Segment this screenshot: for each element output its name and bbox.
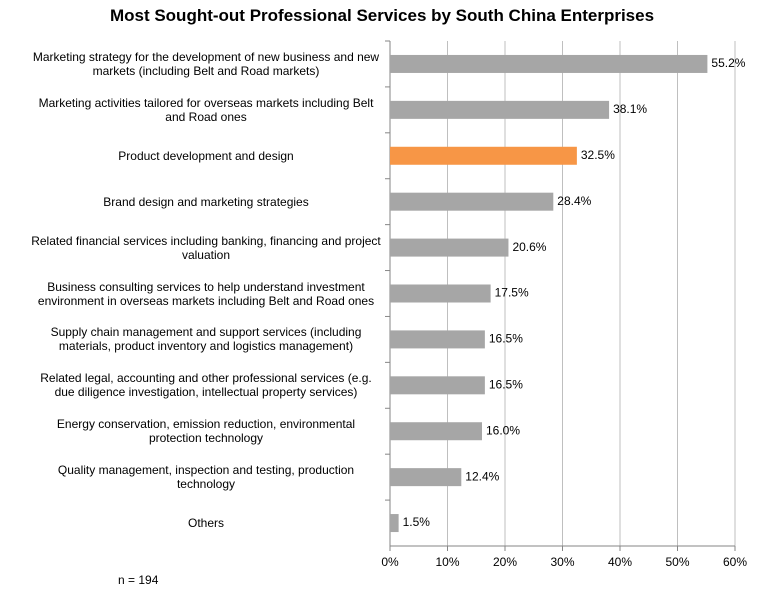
- bar: [390, 468, 462, 487]
- x-tick-label: 30%: [550, 555, 574, 569]
- y-tick-label: Product development and design: [118, 148, 294, 163]
- bar: [390, 238, 509, 257]
- chart-title: Most Sought-out Professional Services by…: [109, 6, 655, 25]
- bar: [390, 100, 610, 119]
- value-label: 20.6%: [512, 240, 546, 254]
- y-tick-label: Brand design and marketing strategies: [103, 194, 309, 209]
- x-tick-label: 40%: [608, 555, 632, 569]
- y-tick-label: Related legal, accounting and other prof…: [40, 371, 372, 400]
- bar: [390, 422, 482, 441]
- y-tick-label: Marketing activities tailored for overse…: [38, 95, 374, 124]
- value-label: 38.1%: [613, 102, 647, 116]
- value-label: 28.4%: [557, 194, 591, 208]
- bar: [390, 376, 485, 395]
- value-label: 1.5%: [403, 515, 431, 529]
- value-label: 12.4%: [465, 469, 499, 483]
- x-tick-label: 0%: [381, 555, 399, 569]
- x-tick-label: 20%: [493, 555, 517, 569]
- x-tick-label: 60%: [723, 555, 747, 569]
- y-tick-label: Marketing strategy for the development o…: [32, 49, 380, 78]
- value-label: 32.5%: [581, 148, 615, 162]
- bar: [390, 192, 554, 211]
- value-label: 17.5%: [495, 286, 529, 300]
- x-tick-label: 10%: [435, 555, 459, 569]
- y-tick-label: Supply chain management and support serv…: [50, 325, 362, 354]
- bar: [390, 284, 491, 303]
- y-tick-label: Business consulting services to help und…: [37, 279, 375, 308]
- x-tick-label: 50%: [665, 555, 689, 569]
- value-label: 16.5%: [489, 377, 523, 391]
- value-label: 55.2%: [711, 56, 745, 70]
- y-tick-label: Others: [187, 516, 224, 531]
- y-tick-label: Related financial services including ban…: [31, 233, 381, 262]
- y-tick-label: Energy conservation, emission reduction,…: [56, 417, 356, 446]
- bar: [390, 146, 577, 165]
- y-tick-label: Quality management, inspection and testi…: [57, 463, 355, 492]
- bar: [390, 54, 708, 73]
- value-label: 16.5%: [489, 332, 523, 346]
- note: n = 194: [118, 573, 159, 587]
- bar: [390, 330, 485, 349]
- value-label: 16.0%: [486, 423, 520, 437]
- bar: [390, 514, 399, 533]
